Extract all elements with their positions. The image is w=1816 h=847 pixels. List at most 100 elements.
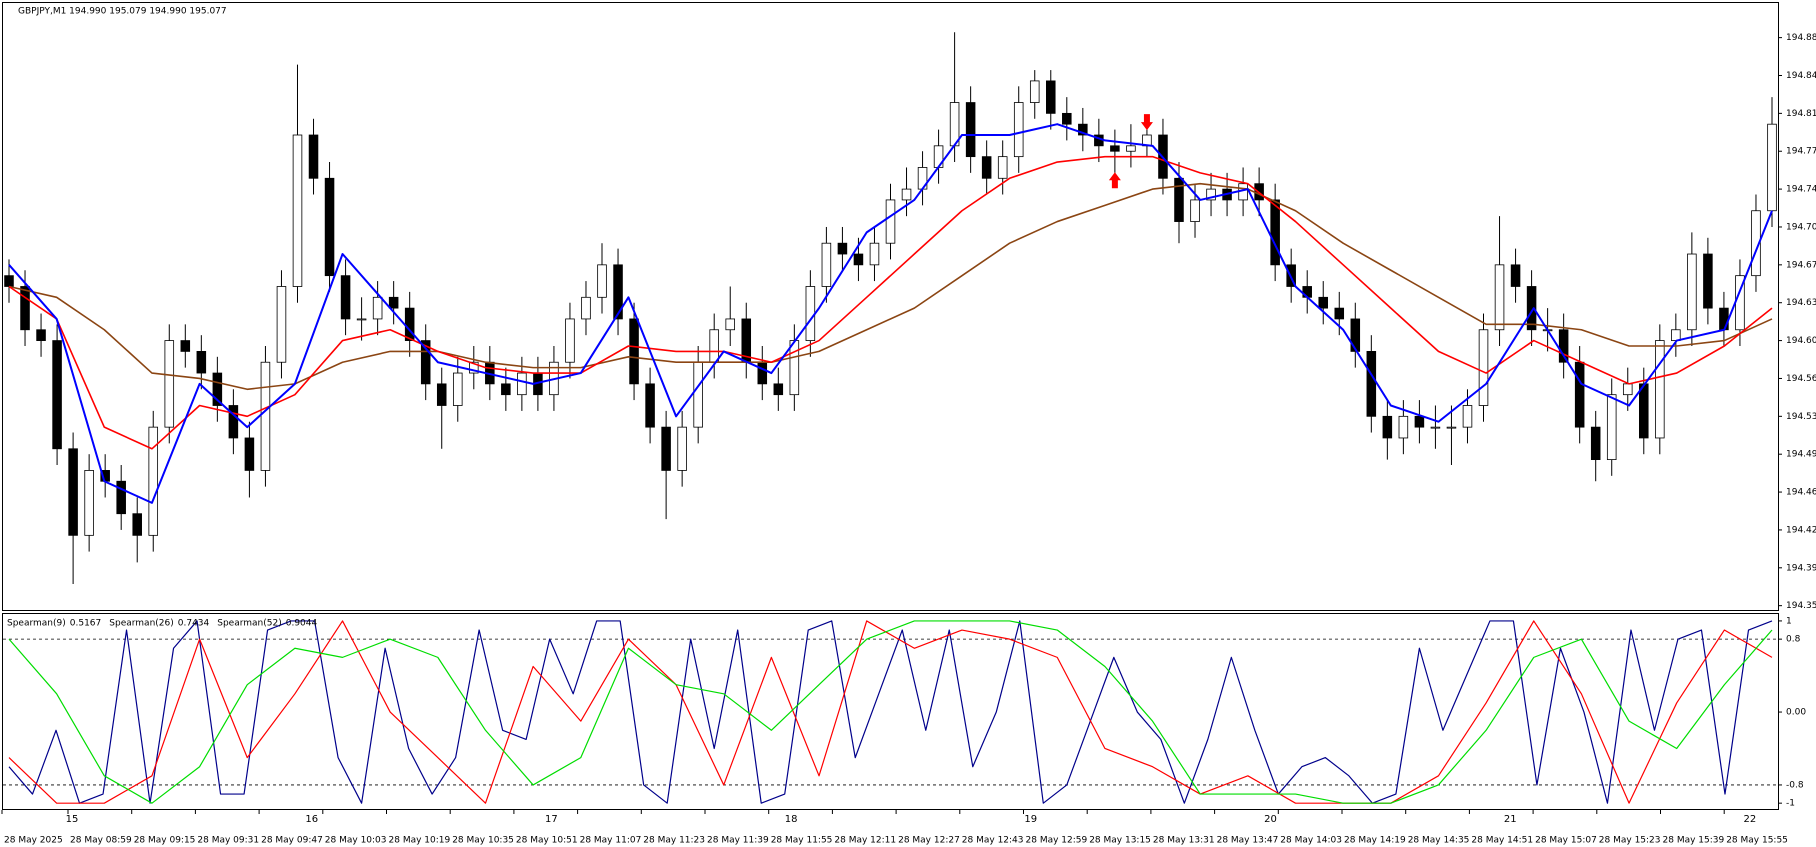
- candle-body: [1462, 405, 1473, 428]
- candle-body: [1606, 394, 1617, 461]
- candle-body: [1703, 253, 1713, 309]
- time-label: 28 May 12:43: [962, 836, 1024, 846]
- candle-body: [1671, 329, 1681, 341]
- candle-body: [725, 318, 735, 331]
- day-label: 16: [305, 814, 318, 825]
- candle-body: [709, 329, 719, 363]
- time-label: 28 May 11:07: [580, 836, 642, 846]
- time-label: 28 May 15:55: [1726, 836, 1788, 846]
- y-tick-label: 194.355: [1786, 601, 1816, 611]
- time-label: 28 May 14:51: [1471, 836, 1533, 846]
- candle-body: [1622, 383, 1633, 396]
- candle-body: [180, 340, 191, 352]
- time-label: 28 May 12:11: [834, 836, 896, 846]
- candle-body: [629, 318, 639, 385]
- indicator-panel-frame: [2, 613, 1779, 810]
- candle-body: [340, 275, 351, 320]
- y-tick-label: 194.600: [1786, 336, 1816, 346]
- candle-body: [1062, 112, 1072, 125]
- candle-body: [52, 340, 62, 450]
- time-label: 28 May 12:59: [1026, 836, 1088, 846]
- candle-body: [853, 253, 864, 266]
- candle-body: [1046, 80, 1056, 114]
- candle-body: [1751, 210, 1761, 277]
- time-label: 28 May 2025: [4, 836, 63, 846]
- day-label: 15: [66, 814, 79, 825]
- candle-body: [565, 318, 575, 363]
- candle-body: [597, 264, 607, 298]
- legend-value: 0.7434: [178, 619, 210, 629]
- candle-body: [1494, 264, 1505, 331]
- y-tick-label: 194.775: [1786, 147, 1816, 157]
- time-label: 28 May 14:19: [1344, 836, 1406, 846]
- time-label: 28 May 08:59: [70, 836, 132, 846]
- signal-arrow: [1140, 114, 1153, 131]
- time-label: 28 May 09:47: [261, 836, 323, 846]
- candle-body: [196, 351, 207, 374]
- candle-body: [869, 242, 880, 266]
- candle-body: [581, 296, 591, 320]
- candle-body: [1478, 329, 1489, 406]
- candle-body: [1655, 340, 1665, 439]
- time-label: 28 May 11:55: [771, 836, 833, 846]
- candle-body: [517, 372, 527, 396]
- y-tick-label: 0.8: [1786, 635, 1801, 645]
- candle-body: [356, 318, 367, 321]
- time-label: 28 May 10:03: [325, 836, 387, 846]
- candle-body: [1190, 199, 1200, 222]
- candle-body: [981, 156, 992, 179]
- y-tick-label: 194.670: [1786, 260, 1816, 270]
- candle-body: [773, 383, 784, 396]
- candle-body: [212, 372, 223, 406]
- candle-body: [1430, 426, 1441, 429]
- candle-body: [228, 405, 239, 439]
- candle-body: [1029, 80, 1040, 103]
- candle-body: [821, 242, 832, 287]
- y-tick-label: 194.635: [1786, 298, 1816, 308]
- candle-body: [757, 361, 768, 385]
- y-tick-label: 194.880: [1786, 33, 1816, 43]
- candle-body: [1558, 329, 1569, 363]
- candle-body: [1510, 264, 1521, 287]
- time-label: 28 May 09:15: [134, 836, 196, 846]
- candle-body: [677, 426, 687, 471]
- candle-body: [148, 426, 159, 536]
- candle-body: [1446, 426, 1457, 429]
- day-label: 20: [1264, 814, 1277, 825]
- y-tick-label: -0.8: [1786, 780, 1804, 790]
- candle-body: [1318, 296, 1329, 309]
- candle-body: [4, 275, 14, 287]
- candle-body: [789, 340, 800, 396]
- candle-body: [436, 383, 447, 406]
- time-label: 28 May 10:51: [516, 836, 578, 846]
- candle-body: [1078, 123, 1088, 136]
- candle-body: [965, 102, 976, 158]
- price-panel-frame: [2, 2, 1779, 611]
- candle-body: [244, 437, 255, 471]
- legend-name: Spearman(9): [7, 619, 66, 629]
- moving-average: [8, 155, 1773, 450]
- day-label: 22: [1744, 814, 1757, 825]
- candle-body: [837, 242, 848, 255]
- candle-body: [1126, 145, 1136, 152]
- signal-arrow: [1108, 172, 1121, 189]
- y-tick-label: 194.740: [1786, 185, 1816, 195]
- candle-body: [452, 372, 463, 406]
- candle-body: [420, 340, 431, 385]
- y-tick-label: 194.565: [1786, 374, 1816, 384]
- y-tick-label: 194.530: [1786, 412, 1816, 422]
- candle-body: [1350, 318, 1361, 352]
- candle-body: [132, 513, 142, 536]
- y-tick-label: -1: [1786, 799, 1795, 809]
- day-label: 19: [1024, 814, 1037, 825]
- candle-body: [1382, 415, 1393, 439]
- candle-body: [1719, 307, 1729, 331]
- candle-body: [613, 264, 623, 320]
- candle-body: [645, 383, 655, 428]
- legend-name: Spearman(52): [217, 619, 281, 629]
- indicator-line: [8, 620, 1773, 804]
- time-label: 28 May 12:27: [898, 836, 960, 846]
- candle-body: [372, 296, 383, 320]
- time-label: 28 May 09:31: [197, 836, 259, 846]
